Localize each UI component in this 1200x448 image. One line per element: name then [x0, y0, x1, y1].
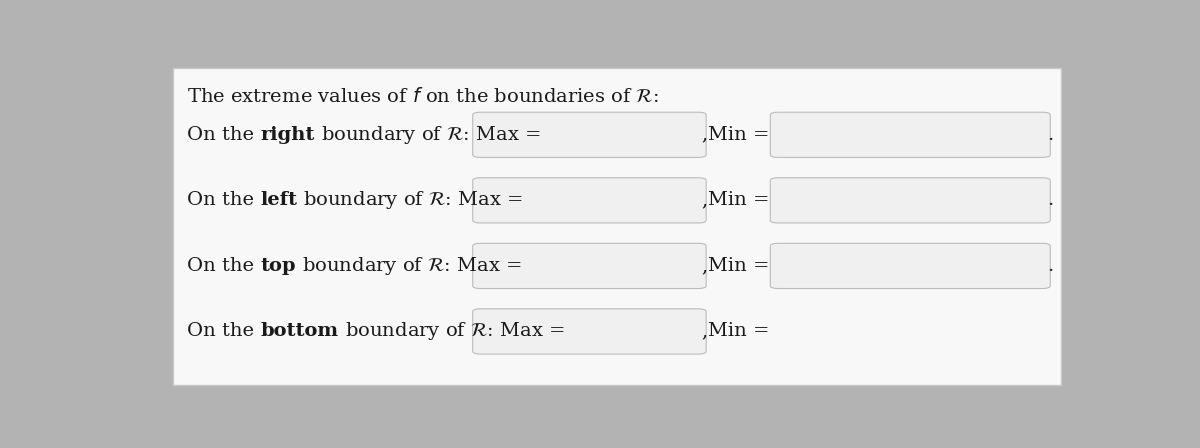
Text: boundary of $\mathcal{R}$: Max =: boundary of $\mathcal{R}$: Max = [298, 190, 523, 211]
FancyBboxPatch shape [473, 178, 706, 223]
Text: The extreme values of $f$ on the boundaries of $\mathcal{R}$:: The extreme values of $f$ on the boundar… [187, 88, 659, 106]
Text: Min =: Min = [708, 323, 769, 340]
Text: On the: On the [187, 257, 260, 275]
Text: ,: , [702, 191, 708, 209]
FancyBboxPatch shape [473, 309, 706, 354]
Text: top: top [260, 257, 296, 275]
Text: Min =: Min = [708, 191, 769, 209]
Text: On the: On the [187, 323, 260, 340]
FancyBboxPatch shape [473, 112, 706, 157]
Text: .: . [1048, 257, 1054, 275]
Text: .: . [1048, 191, 1054, 209]
Text: On the: On the [187, 126, 260, 144]
FancyBboxPatch shape [473, 243, 706, 289]
Text: right: right [260, 126, 314, 144]
Text: left: left [260, 191, 298, 209]
FancyBboxPatch shape [770, 112, 1050, 157]
Text: On the: On the [187, 191, 260, 209]
FancyBboxPatch shape [770, 178, 1050, 223]
Text: bottom: bottom [260, 323, 338, 340]
Text: Min =: Min = [708, 257, 769, 275]
Text: boundary of $\mathcal{R}$: Max =: boundary of $\mathcal{R}$: Max = [338, 320, 564, 342]
Text: ,: , [702, 257, 708, 275]
Text: ,: , [702, 126, 708, 144]
Text: Min =: Min = [708, 126, 769, 144]
FancyBboxPatch shape [173, 68, 1062, 385]
Text: ,: , [702, 323, 708, 340]
Text: boundary of $\mathcal{R}$: Max =: boundary of $\mathcal{R}$: Max = [296, 255, 522, 277]
Text: boundary of $\mathcal{R}$: Max =: boundary of $\mathcal{R}$: Max = [314, 124, 541, 146]
Text: .: . [1048, 126, 1054, 144]
FancyBboxPatch shape [770, 243, 1050, 289]
